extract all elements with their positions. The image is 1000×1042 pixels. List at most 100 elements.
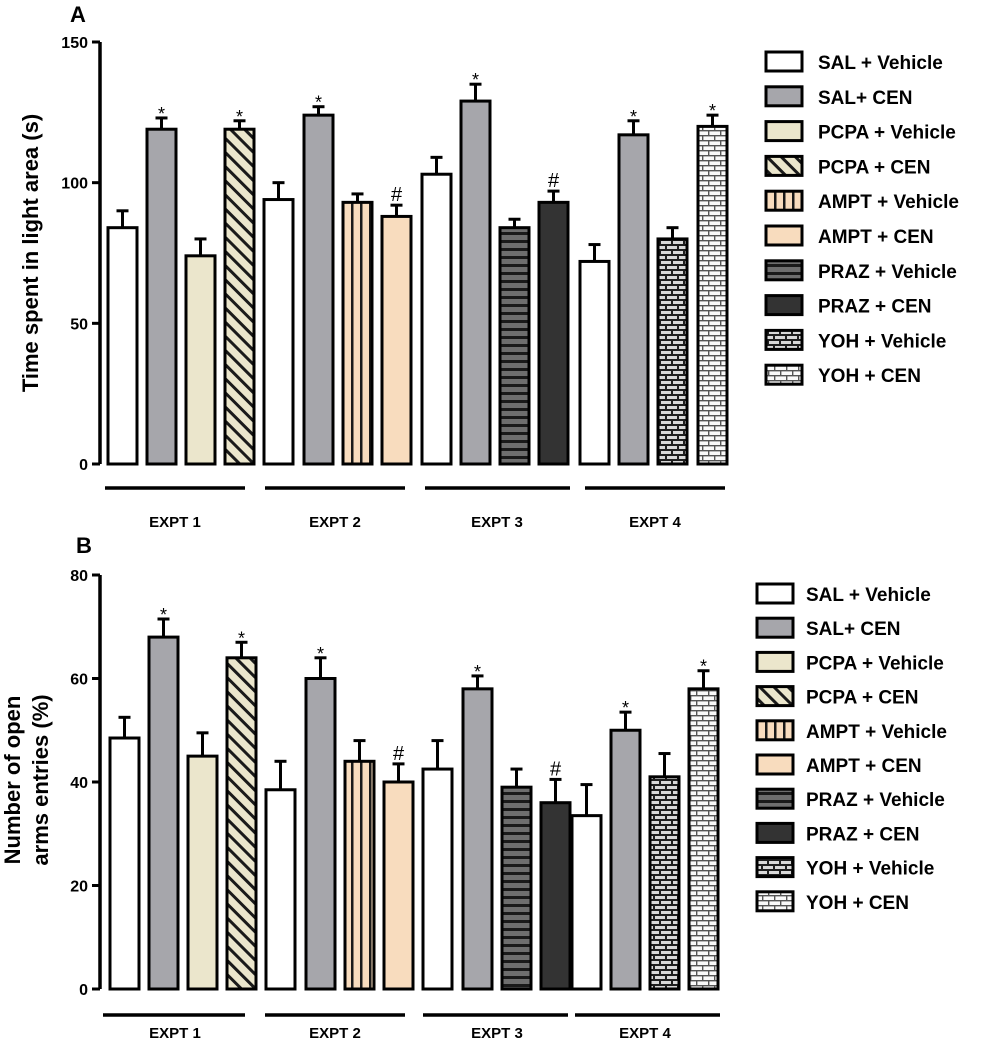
panel-a-y-tick-label: 150: [61, 35, 88, 52]
panel-b-bar: [570, 814, 603, 991]
panel-a-group-label: EXPT 1: [149, 514, 201, 531]
panel-a-group-label: EXPT 2: [309, 514, 361, 531]
panel-a-bar: [341, 200, 374, 466]
panel-a-bar: [459, 99, 492, 466]
panel-b-legend-swatch: [755, 821, 795, 844]
panel-b-bar: [609, 728, 642, 991]
panel-b-y-tick-label: 0: [79, 982, 88, 999]
panel-a-legend-swatch: [764, 363, 804, 386]
panel-b-legend-swatch: [755, 685, 795, 708]
panel-b-legend-swatch: [755, 753, 795, 776]
panel-b-significance-mark: *: [160, 605, 167, 625]
panel-a-legend: SAL + Vehicle SAL+ CEN PCPA + Vehicle PCPA …: [764, 50, 959, 387]
panel-b-group-label: EXPT 4: [619, 1025, 671, 1042]
panel-a-group-label: EXPT 4: [629, 514, 681, 531]
panel-b-bar: [304, 677, 337, 991]
panel-a-legend-swatch: [764, 50, 804, 73]
panel-a-legend-label: PRAZ + CEN: [818, 297, 932, 318]
panel-b-legend-label: PRAZ + CEN: [806, 824, 920, 845]
panel-a-significance-mark: *: [472, 70, 479, 90]
panel-a-plot-area: 0 50 100 150 * * * # * # * * EXPT 1 EXPT 2 EXPT 3 EXPT …: [61, 35, 729, 531]
panel-a-significance-mark: #: [391, 184, 403, 206]
panel-b-y-tick-label: 40: [70, 775, 88, 792]
panel-a-significance-mark: #: [548, 170, 560, 192]
panel-a-legend-swatch: [764, 294, 804, 317]
panel-b-legend-label: PCPA + Vehicle: [806, 653, 944, 674]
panel-b-bar: [147, 635, 180, 991]
panel-b-significance-mark: *: [317, 644, 324, 664]
panel-a-bar: [617, 133, 650, 466]
panel-a-y-tick-label: 50: [70, 316, 88, 333]
panel-b-legend-swatch: [755, 719, 795, 742]
panel-b-bar: [264, 788, 297, 991]
panel-a-legend-swatch: [764, 328, 804, 351]
panel-b-legend-label: PRAZ + Vehicle: [806, 790, 945, 811]
panel-b-y-axis-label-line1: Number of open: [0, 696, 25, 865]
panel-a-bar: [145, 127, 178, 466]
panel-a-legend-label: AMPT + Vehicle: [818, 192, 959, 213]
panel-b-legend-label: PCPA + CEN: [806, 688, 918, 709]
panel-b-legend: SAL + Vehicle SAL+ CEN PCPA + Vehicle PCPA …: [755, 582, 947, 914]
panel-a-legend-label: YOH + CEN: [818, 366, 921, 387]
panel-a-y-tick-label: 100: [61, 176, 88, 193]
panel-a-legend-label: AMPT + CEN: [818, 227, 934, 248]
panel-a-significance-mark: *: [236, 107, 243, 127]
panel-a-legend-label: YOH + Vehicle: [818, 331, 946, 352]
panel-a-legend-swatch: [764, 154, 804, 177]
panel-b-significance-mark: *: [474, 662, 481, 682]
panel-b-bar: [687, 687, 720, 991]
panel-a-significance-mark: *: [315, 93, 322, 113]
panel-a-legend-label: PCPA + CEN: [818, 157, 930, 178]
panel-b-legend-label: YOH + CEN: [806, 893, 909, 914]
panel-b-legend-label: AMPT + Vehicle: [806, 722, 947, 743]
panel-b-plot-area: 0 20 40 60 80 * * * # * # * * EXPT 1 EXPT 2 EXPT 3 EXPT …: [70, 568, 720, 1042]
panel-b-y-tick-label: 20: [70, 879, 88, 896]
panel-a-bar: [262, 198, 295, 466]
panel-b-bar: [539, 801, 572, 991]
panel-b-y-axis-label-line2: arms entries (%): [28, 694, 53, 865]
panel-a-bar: [380, 214, 413, 466]
panel-a-bar: [696, 124, 729, 466]
panel-b-significance-mark: #: [550, 758, 562, 780]
panel-b-bar: [225, 656, 258, 991]
panel-a-y-axis-label: Time spent in light area (s): [18, 114, 43, 392]
panel-b-legend-label: AMPT + CEN: [806, 756, 922, 777]
panel-b-legend-swatch: [755, 616, 795, 639]
panel-b-legend-label: SAL+ CEN: [806, 619, 901, 640]
panel-a-bar: [106, 226, 139, 466]
panel-b-bar: [108, 736, 141, 991]
panel-a-legend-swatch: [764, 85, 804, 108]
panel-b-legend-swatch: [755, 856, 795, 879]
panel-b-significance-mark: *: [238, 628, 245, 648]
panel-b-y-tick-label: 80: [70, 568, 88, 585]
panel-b-legend-label: YOH + Vehicle: [806, 859, 934, 880]
panel-a-legend-label: PCPA + Vehicle: [818, 123, 956, 144]
panel-b-bar: [421, 767, 454, 991]
panel-b-significance-mark: *: [700, 657, 707, 677]
panel-b-bar: [461, 687, 494, 991]
panel-a-bar: [420, 172, 453, 466]
panel-b-legend-swatch: [755, 787, 795, 810]
panel-a-significance-mark: *: [709, 101, 716, 121]
panel-b-letter: B: [76, 533, 92, 558]
panel-a-legend-label: SAL+ CEN: [818, 88, 913, 109]
panel-b-group-label: EXPT 2: [309, 1025, 361, 1042]
panel-a-bar: [656, 237, 689, 466]
panel-b-bar: [648, 775, 681, 991]
panel-a-bar: [578, 259, 611, 466]
panel-b-significance-mark: *: [622, 698, 629, 718]
panel-a-legend-swatch: [764, 189, 804, 212]
panel-a-bar: [223, 127, 256, 466]
panel-b-legend-swatch: [755, 650, 795, 673]
panel-a-legend-swatch: [764, 224, 804, 247]
panel-b-group-label: EXPT 3: [471, 1025, 523, 1042]
panel-a-bar: [184, 254, 217, 466]
panel-b-group-label: EXPT 1: [149, 1025, 201, 1042]
panel-a-bar: [302, 113, 335, 466]
panel-a-significance-mark: *: [158, 104, 165, 124]
panel-a-letter: A: [70, 2, 86, 27]
panel-b-bar: [343, 759, 376, 991]
panel-b-legend-swatch: [755, 582, 795, 605]
panel-b-bar: [186, 754, 219, 991]
